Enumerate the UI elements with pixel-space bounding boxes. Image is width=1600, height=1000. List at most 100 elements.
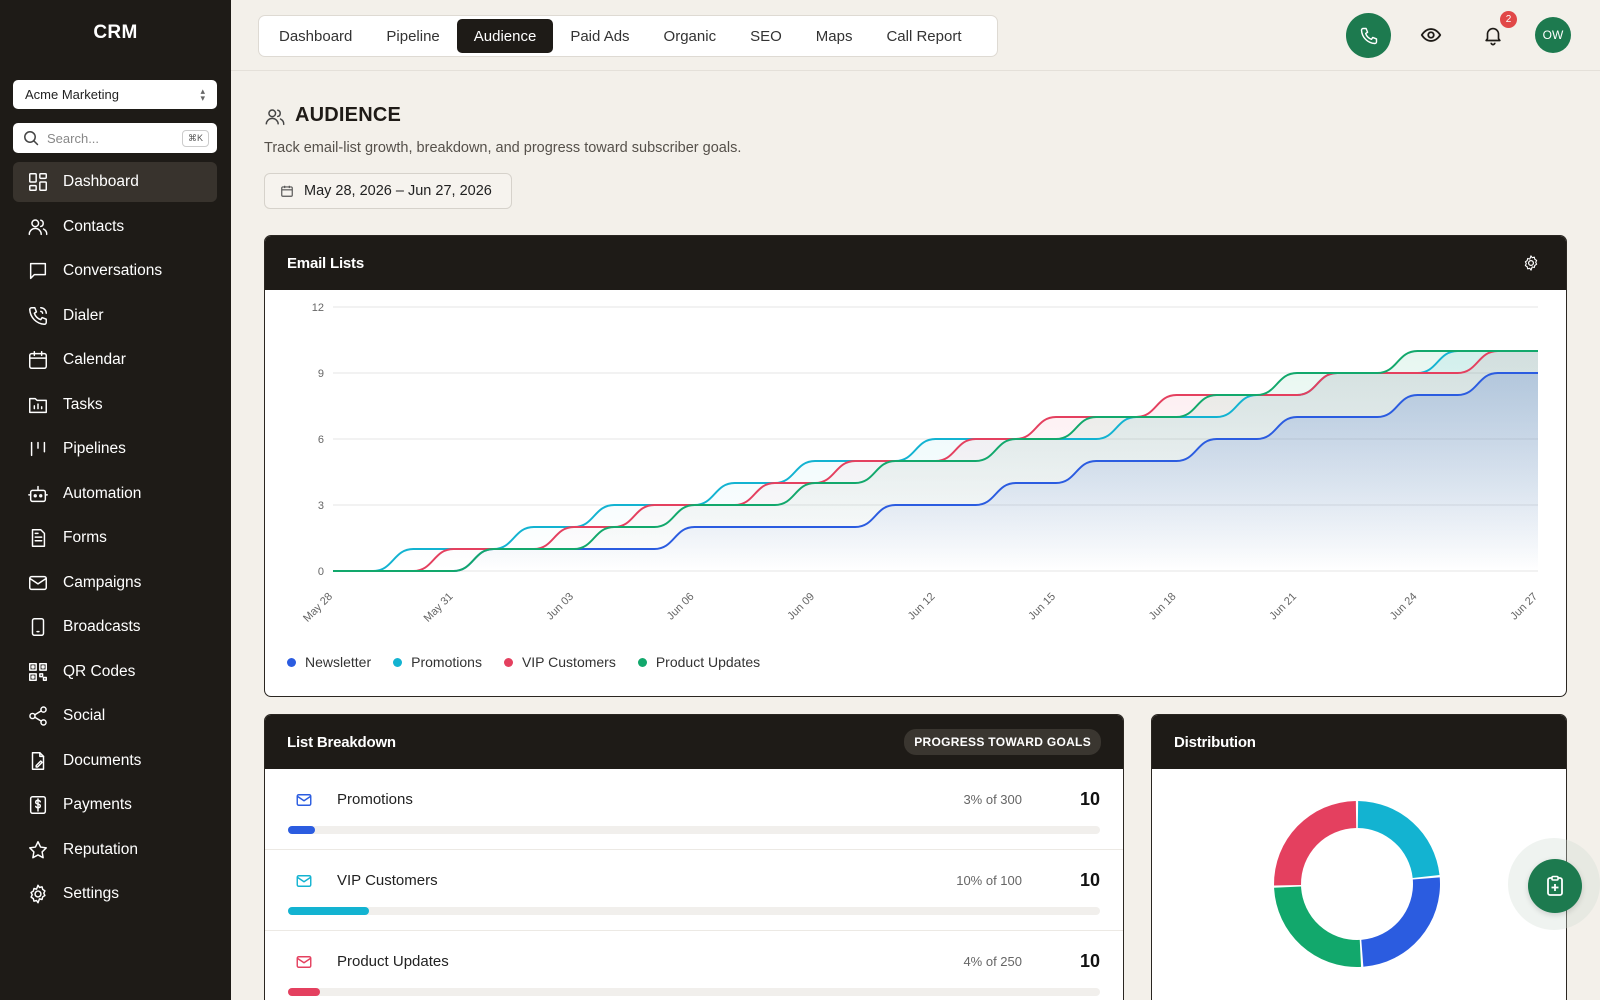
sidebar-item-label: Conversations (63, 262, 163, 279)
legend-label: Promotions (411, 654, 482, 670)
notifications-button[interactable] (1480, 22, 1506, 48)
y-tick-label: 12 (312, 302, 324, 314)
notification-badge: 2 (1500, 11, 1517, 28)
tab-maps[interactable]: Maps (815, 27, 853, 45)
sidebar-item-label: Pipelines (63, 440, 126, 457)
sidebar-item-tasks[interactable]: Tasks (13, 385, 217, 425)
sidebar-item-label: Forms (63, 529, 107, 546)
tab-dashboard[interactable]: Dashboard (279, 27, 353, 45)
sidebar-item-label: Calendar (63, 351, 126, 368)
sidebar: CRM Acme Marketing ▴ ▾ Search... ⌘K Dashb… (0, 0, 231, 1000)
search-input[interactable]: Search... ⌘K (13, 123, 217, 153)
progress-track (288, 988, 1100, 996)
tab-audience[interactable]: Audience (456, 19, 554, 53)
mail-icon (29, 575, 47, 590)
sidebar-item-forms[interactable]: Forms (13, 518, 217, 558)
legend-dot (393, 657, 403, 667)
sidebar-item-label: Payments (63, 796, 132, 813)
chart-settings-icon[interactable] (1522, 254, 1540, 272)
workspace-select[interactable]: Acme Marketing ▴ ▾ (13, 80, 217, 109)
sidebar-item-broadcasts[interactable]: Broadcasts (13, 607, 217, 647)
sidebar-item-documents[interactable]: Documents (13, 741, 217, 781)
x-tick-label: May 28 (301, 591, 335, 625)
x-tick-label: Jun 15 (1026, 591, 1058, 623)
x-tick-label: Jun 27 (1508, 591, 1540, 623)
form-icon (31, 529, 46, 547)
sidebar-item-label: Automation (63, 484, 142, 502)
breakdown-row[interactable]: Product Updates 4% of 250 10 (265, 931, 1123, 1000)
x-tick-label: Jun 12 (906, 591, 938, 623)
sidebar-item-conversations[interactable]: Conversations (13, 251, 217, 291)
sidebar-item-reputation[interactable]: Reputation (13, 830, 217, 870)
chart-legend: Newsletter Promotions VIP Customers Product… (287, 654, 782, 670)
sidebar-item-settings[interactable]: Settings (13, 874, 217, 914)
x-tick-label: May 31 (422, 591, 456, 625)
tab-pipeline[interactable]: Pipeline (386, 27, 440, 45)
search-shortcut: ⌘K (181, 129, 209, 147)
email-lists-header: Email Lists (265, 236, 1566, 290)
sidebar-item-campaigns[interactable]: Campaigns (13, 563, 217, 603)
donut-slice (1274, 801, 1357, 886)
legend-label: Product Updates (655, 654, 761, 670)
sidebar-item-payments[interactable]: Payments (13, 785, 217, 825)
sidebar-item-social[interactable]: Social (13, 696, 217, 736)
sidebar-item-dashboard[interactable]: Dashboard (13, 162, 217, 202)
breakdown-row[interactable]: Promotions 3% of 300 10 (265, 769, 1123, 850)
legend-item[interactable]: VIP Customers (503, 654, 616, 670)
robot-icon (28, 485, 48, 502)
x-tick-label: Jun 24 (1388, 591, 1420, 623)
sidebar-item-automation[interactable]: Automation (13, 474, 217, 514)
star-icon (29, 840, 47, 858)
legend-dot (503, 657, 513, 667)
calendar-icon (281, 185, 293, 197)
legend-dot (287, 657, 296, 667)
dashboard-icon (29, 173, 47, 191)
x-tick-label: Jun 21 (1267, 591, 1299, 623)
x-tick-label: Jun 09 (785, 591, 817, 623)
y-tick-label: 3 (318, 500, 324, 512)
distribution-title: Distribution (1174, 733, 1256, 751)
distribution-header: Distribution (1152, 715, 1566, 769)
distribution-donut-chart (1274, 801, 1440, 967)
sidebar-item-qr-codes[interactable]: QR Codes (13, 652, 217, 692)
tasks-icon (29, 397, 47, 413)
call-button[interactable] (1346, 13, 1391, 58)
legend-item[interactable]: Newsletter (287, 654, 371, 670)
clipboard-action-button[interactable] (1528, 859, 1582, 913)
sidebar-item-pipelines[interactable]: Pipelines (13, 429, 217, 469)
preview-button[interactable] (1418, 22, 1444, 48)
sidebar-item-label: Campaigns (63, 573, 142, 591)
goal-progress-text: 10% of 100 (956, 873, 1022, 888)
list-name: VIP Customers (337, 872, 438, 889)
sidebar-item-label: Reputation (63, 840, 138, 858)
tab-call-report[interactable]: Call Report (886, 27, 962, 45)
goal-progress-text: 3% of 300 (963, 792, 1022, 807)
sidebar-item-dialer[interactable]: Dialer (13, 296, 217, 336)
sidebar-item-calendar[interactable]: Calendar (13, 340, 217, 380)
sidebar-item-label: Tasks (63, 395, 103, 413)
pipelines-icon (30, 441, 46, 457)
sidebar-item-contacts[interactable]: Contacts (13, 207, 217, 247)
search-placeholder: Search... (47, 130, 100, 146)
x-tick-label: Jun 03 (544, 591, 576, 623)
eye-icon (1420, 28, 1442, 42)
tab-organic[interactable]: Organic (663, 27, 717, 45)
donut-slice (1357, 801, 1440, 878)
dollar-icon (29, 796, 47, 814)
user-avatar[interactable]: OW (1535, 17, 1571, 53)
progress-fill (288, 907, 370, 915)
legend-label: Newsletter (305, 654, 372, 670)
contacts-icon (28, 218, 48, 235)
phone-icon (29, 306, 47, 325)
tab-seo[interactable]: SEO (750, 27, 782, 45)
legend-item[interactable]: Product Updates (637, 654, 761, 670)
document-icon (31, 751, 45, 770)
y-tick-label: 9 (318, 368, 324, 380)
date-range-text: May 28, 2026 – Jun 27, 2026 (304, 183, 492, 199)
sidebar-item-label: Settings (63, 885, 120, 902)
breakdown-row[interactable]: VIP Customers 10% of 100 10 (265, 850, 1123, 931)
date-range-picker[interactable]: May 28, 2026 – Jun 27, 2026 (264, 173, 512, 209)
legend-item[interactable]: Promotions (393, 654, 482, 670)
tab-paid-ads[interactable]: Paid Ads (570, 27, 630, 45)
email-lists-card: Email Lists 0 3 6 9 12 May 28 May 31 Jun 03 Jun … (264, 235, 1567, 697)
